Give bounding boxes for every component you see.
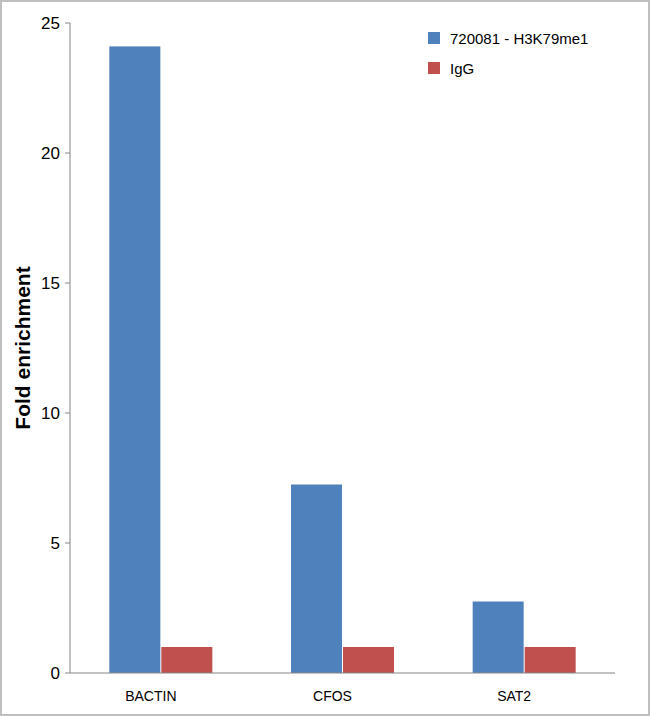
chart-svg: 0 5 10 15 20 25 BACTIN CFOS SAT2 Fold enrichment 7… [0, 0, 650, 716]
y-axis [70, 23, 71, 673]
frame [1, 1, 649, 715]
y-tick-label: 15 [41, 274, 60, 293]
y-tick-label: 10 [41, 404, 60, 423]
y-tick [65, 673, 70, 674]
chart-container: 0 5 10 15 20 25 BACTIN CFOS SAT2 Fold enrichment 7… [0, 0, 650, 716]
y-axis-label: Fold enrichment [11, 266, 34, 429]
y-tick-label: 20 [41, 144, 60, 163]
x-tick-label: BACTIN [125, 688, 176, 704]
bar [161, 647, 212, 673]
bar [109, 46, 160, 673]
bars [109, 46, 575, 673]
y-tick-label: 0 [51, 664, 60, 683]
legend-label: 720081 - H3K79me1 [450, 30, 588, 47]
bar [343, 647, 394, 673]
bar [291, 485, 342, 674]
y-tick [65, 153, 70, 154]
y-tick-label: 25 [41, 14, 60, 33]
bar [525, 647, 576, 673]
legend-label: IgG [450, 60, 474, 77]
y-tick [65, 23, 70, 24]
y-tick [65, 543, 70, 544]
y-tick-label: 5 [51, 534, 60, 553]
y-tick [65, 413, 70, 414]
x-axis [70, 673, 615, 674]
legend-swatch [428, 62, 440, 74]
x-tick-label: SAT2 [497, 688, 531, 704]
legend-swatch [428, 32, 440, 44]
x-tick-label: CFOS [313, 688, 352, 704]
y-tick [65, 283, 70, 284]
bar [473, 602, 524, 674]
